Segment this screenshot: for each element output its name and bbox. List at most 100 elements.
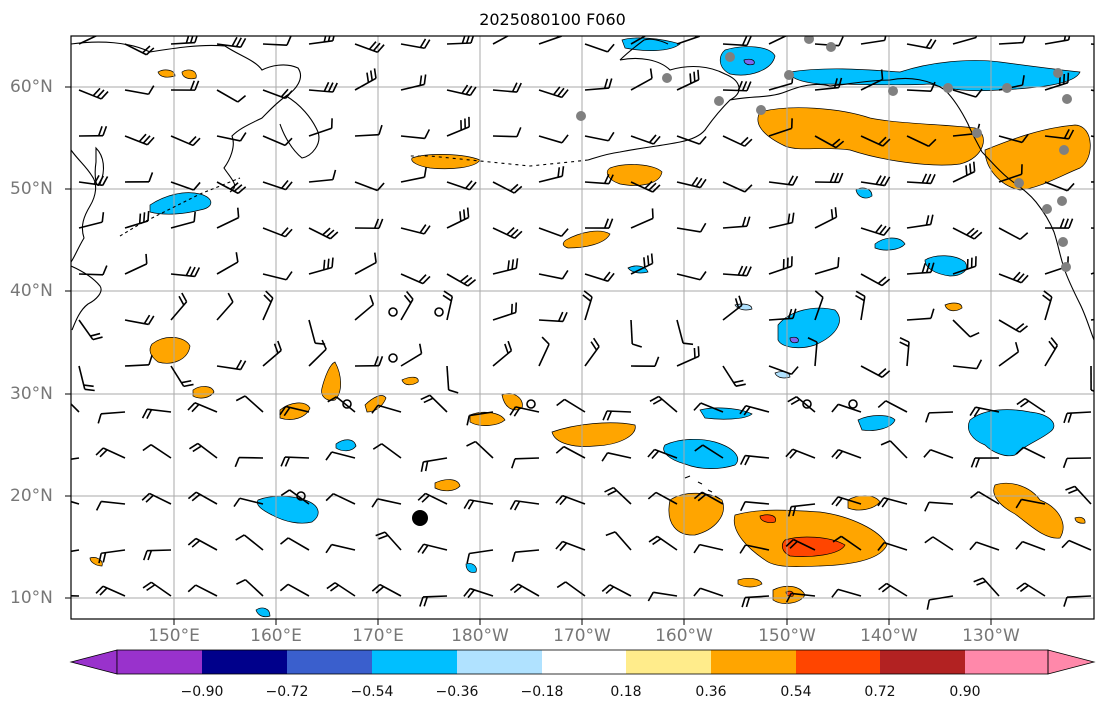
station-marker: [784, 70, 794, 80]
coastline-alaska-south: [729, 77, 983, 153]
wind-barb: [855, 290, 866, 321]
colorbar-segment: [372, 650, 457, 674]
wind-barb: [860, 135, 891, 147]
wind-barb: [354, 218, 384, 230]
negative-area: [465, 563, 477, 573]
station-marker: [943, 83, 953, 93]
wind-barb: [1015, 498, 1046, 509]
wind-barb: [188, 442, 218, 459]
wind-barb: [860, 224, 891, 236]
negative-area: [789, 336, 799, 344]
wind-barb: [170, 80, 200, 91]
wind-barb: [739, 500, 770, 512]
wind-barb: [831, 403, 862, 413]
wind-barb: [860, 175, 891, 187]
wind-barb: [308, 339, 327, 367]
wind-barb: [814, 207, 838, 229]
wind-barb: [768, 36, 788, 45]
map-title: 2025080100 F060: [479, 10, 626, 29]
wind-barb: [1065, 485, 1092, 505]
wind-barb: [807, 337, 818, 367]
wind-barb: [722, 295, 743, 321]
lat-label-50n: 50°N: [10, 179, 53, 199]
wind-barb: [354, 294, 375, 321]
wind-barb: [371, 498, 402, 508]
wind-barb: [676, 271, 707, 281]
wind-barb: [216, 36, 247, 48]
wind-barb: [1042, 290, 1053, 321]
station-marker: [826, 42, 836, 52]
wind-barb: [647, 591, 678, 602]
calm-markers: [296, 307, 858, 501]
wind-barb: [538, 336, 550, 367]
positive-area: [944, 302, 963, 312]
wind-barb: [648, 535, 678, 551]
wind-barb: [279, 537, 310, 551]
positive-area: [993, 482, 1064, 539]
wind-barb: [1044, 129, 1075, 140]
wind-barb: [446, 365, 459, 394]
wind-barb: [998, 227, 1029, 241]
wind-barb: [354, 252, 377, 275]
station-marker: [714, 96, 724, 106]
coastline-asia-east: [71, 149, 97, 263]
coastline-aleutians: [410, 155, 589, 167]
colorbar-segment: [796, 650, 880, 674]
colorbar-tick-label: 0.72: [864, 684, 896, 700]
wind-barb: [630, 208, 654, 229]
wind-barb: [538, 86, 569, 99]
colorbar-segment: [880, 650, 965, 674]
wind-barb: [354, 68, 377, 91]
wind-barb: [216, 359, 247, 371]
wind-barb: [417, 492, 448, 505]
wind-barb: [124, 211, 150, 229]
colorbar-segment: [711, 650, 796, 674]
station-marker: [1053, 68, 1063, 78]
colorbar-segment: [542, 650, 626, 674]
wind-barb: [969, 406, 1000, 417]
wind-barb: [95, 447, 126, 459]
wind-barb: [998, 164, 1023, 183]
station-marker: [1062, 94, 1072, 104]
wind-barb: [768, 118, 793, 137]
wind-barb: [78, 319, 103, 341]
wind-barb: [906, 173, 936, 185]
lon-label-150w: 150°W: [758, 626, 816, 646]
wind-barb: [722, 365, 746, 387]
station-marker: [804, 36, 814, 44]
wind-barb: [262, 271, 293, 281]
wind-barb: [555, 540, 586, 552]
station-marker: [1059, 145, 1069, 155]
wind-barb: [952, 359, 983, 370]
wind-barb: [463, 499, 494, 510]
calm-marker: [388, 307, 398, 317]
colorbar-tick-label: 0.54: [780, 684, 812, 700]
wind-barb: [584, 78, 613, 91]
wind-barb: [630, 36, 647, 45]
wind-barb: [630, 319, 643, 348]
station-marker: [1002, 83, 1012, 93]
lon-label-170e: 170°E: [352, 626, 404, 646]
wind-barb: [236, 578, 264, 597]
colorbar-tick-label: −0.90: [180, 684, 224, 700]
colorbar-tick-label: 0.36: [695, 684, 727, 700]
wind-barb: [466, 440, 494, 459]
wind-barb: [325, 543, 356, 554]
wind-barb: [906, 308, 935, 321]
coastline-hawaii: [684, 475, 721, 500]
wind-barb: [98, 549, 126, 564]
wind-barb: [327, 396, 356, 413]
wind-barb: [722, 216, 751, 229]
wind-barb: [420, 394, 448, 413]
wind-barb: [233, 497, 264, 507]
positive-area: [984, 124, 1091, 191]
positive-area: [364, 395, 387, 413]
wind-barb: [216, 252, 239, 275]
wind-barb: [555, 494, 586, 506]
wind-barb: [262, 180, 293, 191]
positive-area: [434, 479, 461, 492]
colorbar-tick-label: −0.36: [435, 684, 479, 700]
wind-barb: [538, 227, 569, 237]
wind-barb: [141, 492, 172, 505]
wind-barb: [187, 584, 218, 597]
